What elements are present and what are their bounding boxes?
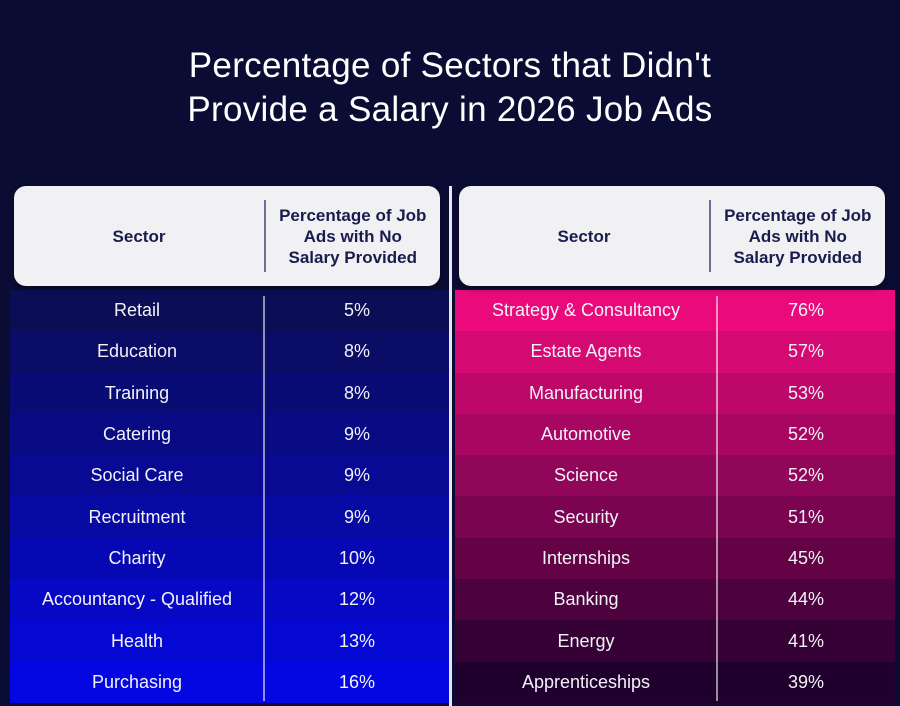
table-row: Automotive 52%	[455, 413, 895, 456]
header-percentage: Percentage of Job Ads with No Salary Pro…	[724, 205, 872, 267]
table-rows: Retail 5% Education 8% Training 8% Catering 9% S…	[10, 290, 450, 703]
cell-sector: Health	[110, 630, 164, 651]
table-row: Social Care 9%	[10, 455, 450, 497]
table-row: Energy 41%	[455, 620, 895, 662]
cell-sector: Retail	[113, 300, 161, 321]
cell-sector: Education	[96, 341, 178, 362]
cell-percentage: 8%	[343, 341, 370, 362]
table-row: Estate Agents 57%	[455, 331, 895, 373]
cell-percentage: 53%	[787, 382, 825, 403]
cell-percentage: 5%	[343, 300, 370, 321]
cell-percentage: 16%	[338, 671, 376, 692]
cell-sector: Catering	[102, 424, 172, 445]
cell-sector: Banking	[553, 589, 619, 610]
header-sector: Sector	[112, 226, 166, 246]
cell-sector: Estate Agents	[530, 341, 642, 362]
table-row: Purchasing 16%	[10, 661, 450, 703]
column-divider	[716, 296, 718, 701]
header-percentage: Percentage of Job Ads with No Salary Pro…	[279, 205, 427, 267]
cell-sector: Charity	[108, 547, 166, 568]
cell-sector: Internships	[541, 547, 631, 568]
table-lowest: Sector Percentage of Job Ads with No Sal…	[10, 186, 450, 703]
cell-percentage: 8%	[343, 382, 370, 403]
column-divider	[263, 296, 265, 701]
cell-percentage: 44%	[787, 589, 825, 610]
cell-percentage: 51%	[787, 506, 825, 527]
table-row: Accountancy - Qualified 12%	[10, 579, 450, 621]
center-divider	[449, 186, 452, 706]
table-row: Apprenticeships 39%	[455, 661, 895, 703]
table-row: Charity 10%	[10, 537, 450, 580]
cell-percentage: 10%	[338, 547, 376, 568]
table-row: Strategy & Consultancy 76%	[455, 290, 895, 332]
table-row: Health 13%	[10, 620, 450, 662]
cell-percentage: 57%	[787, 341, 825, 362]
cell-percentage: 9%	[343, 506, 370, 527]
table-header: Sector Percentage of Job Ads with No Sal…	[459, 186, 885, 286]
table-row: Science 52%	[455, 455, 895, 497]
cell-sector: Automotive	[540, 424, 632, 445]
cell-percentage: 52%	[787, 424, 825, 445]
cell-percentage: 41%	[787, 630, 825, 651]
table-row: Training 8%	[10, 372, 450, 414]
cell-sector: Strategy & Consultancy	[491, 300, 681, 321]
header-sector: Sector	[557, 226, 611, 246]
cell-percentage: 76%	[787, 300, 825, 321]
cell-sector: Security	[553, 506, 619, 527]
cell-sector: Training	[104, 382, 170, 403]
table-row: Manufacturing 53%	[455, 372, 895, 414]
cell-percentage: 12%	[338, 589, 376, 610]
cell-sector: Apprenticeships	[521, 671, 651, 692]
cell-percentage: 9%	[343, 465, 370, 486]
table-rows: Strategy & Consultancy 76% Estate Agents 57…	[455, 290, 895, 703]
cell-sector: Energy	[557, 630, 615, 651]
table-row: Recruitment 9%	[10, 496, 450, 538]
table-row: Retail 5%	[10, 290, 450, 332]
cell-percentage: 9%	[343, 424, 370, 445]
cell-sector: Accountancy - Qualified	[41, 589, 233, 610]
cell-sector: Social Care	[90, 465, 184, 486]
header-divider	[709, 200, 711, 272]
cell-percentage: 13%	[338, 630, 376, 651]
cell-percentage: 45%	[787, 547, 825, 568]
table-row: Banking 44%	[455, 579, 895, 621]
table-highest: Sector Percentage of Job Ads with No Sal…	[455, 186, 895, 703]
header-divider	[264, 200, 266, 272]
table-row: Security 51%	[455, 496, 895, 538]
cell-sector: Manufacturing	[528, 382, 644, 403]
cell-percentage: 39%	[787, 671, 825, 692]
cell-sector: Recruitment	[88, 506, 186, 527]
cell-percentage: 52%	[787, 465, 825, 486]
table-row: Education 8%	[10, 331, 450, 373]
table-row: Catering 9%	[10, 413, 450, 456]
chart-title: Percentage of Sectors that Didn't Provide…	[187, 46, 713, 129]
cell-sector: Science	[553, 465, 619, 486]
table-row: Internships 45%	[455, 537, 895, 580]
cell-sector: Purchasing	[91, 671, 183, 692]
table-header: Sector Percentage of Job Ads with No Sal…	[14, 186, 440, 286]
